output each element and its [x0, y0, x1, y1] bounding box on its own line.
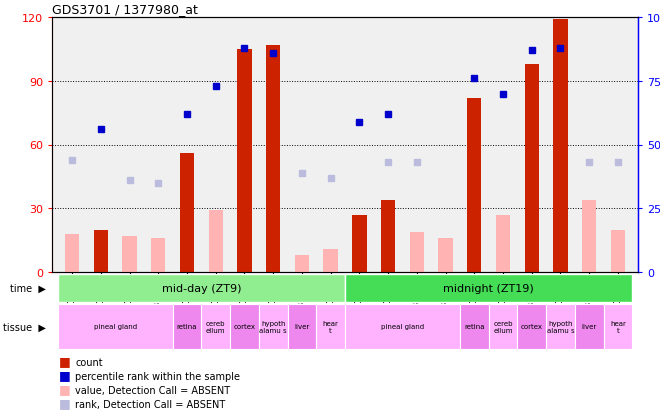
- Bar: [553, 20, 568, 272]
- Bar: [603, 304, 632, 349]
- Text: hear
t: hear t: [610, 320, 626, 333]
- Bar: [352, 215, 366, 272]
- Bar: [582, 200, 597, 272]
- Bar: [57, 304, 173, 349]
- Bar: [323, 249, 338, 272]
- Bar: [546, 304, 575, 349]
- Bar: [94, 230, 108, 272]
- Text: liver: liver: [581, 324, 597, 330]
- Text: hypoth
alamu s: hypoth alamu s: [259, 320, 287, 333]
- Text: liver: liver: [294, 324, 310, 330]
- Bar: [230, 304, 259, 349]
- Bar: [345, 274, 632, 302]
- Bar: [122, 236, 137, 272]
- Text: ■: ■: [59, 382, 71, 395]
- Bar: [410, 232, 424, 272]
- Text: percentile rank within the sample: percentile rank within the sample: [75, 371, 240, 381]
- Text: ■: ■: [59, 354, 71, 367]
- Bar: [496, 215, 510, 272]
- Bar: [259, 304, 288, 349]
- Text: count: count: [75, 357, 103, 367]
- Text: midnight (ZT19): midnight (ZT19): [444, 283, 534, 293]
- Text: retina: retina: [177, 324, 197, 330]
- Bar: [151, 238, 166, 272]
- Bar: [316, 304, 345, 349]
- Bar: [345, 304, 460, 349]
- Bar: [438, 238, 453, 272]
- Text: pineal gland: pineal gland: [381, 324, 424, 330]
- Text: hypoth
alamu s: hypoth alamu s: [546, 320, 574, 333]
- Bar: [209, 211, 223, 272]
- Text: GDS3701 / 1377980_at: GDS3701 / 1377980_at: [52, 3, 198, 16]
- Bar: [467, 99, 481, 272]
- Bar: [180, 154, 194, 272]
- Text: cortex: cortex: [521, 324, 543, 330]
- Bar: [610, 230, 625, 272]
- Text: ■: ■: [59, 368, 71, 381]
- Text: rank, Detection Call = ABSENT: rank, Detection Call = ABSENT: [75, 399, 225, 409]
- Bar: [288, 304, 316, 349]
- Bar: [517, 304, 546, 349]
- Text: value, Detection Call = ABSENT: value, Detection Call = ABSENT: [75, 385, 230, 395]
- Bar: [575, 304, 603, 349]
- Bar: [173, 304, 201, 349]
- Text: time  ▶: time ▶: [9, 283, 46, 293]
- Bar: [238, 50, 251, 272]
- Text: mid-day (ZT9): mid-day (ZT9): [162, 283, 241, 293]
- Text: tissue  ▶: tissue ▶: [3, 322, 46, 332]
- Bar: [488, 304, 517, 349]
- Bar: [65, 234, 79, 272]
- Text: cereb
ellum: cereb ellum: [493, 320, 513, 333]
- Bar: [381, 200, 395, 272]
- Text: pineal gland: pineal gland: [94, 324, 137, 330]
- Text: ■: ■: [59, 396, 71, 409]
- Bar: [201, 304, 230, 349]
- Bar: [460, 304, 488, 349]
- Text: cereb
ellum: cereb ellum: [206, 320, 226, 333]
- Bar: [295, 255, 309, 272]
- Text: retina: retina: [464, 324, 484, 330]
- Text: hear
t: hear t: [323, 320, 339, 333]
- Bar: [57, 274, 345, 302]
- Bar: [525, 64, 539, 272]
- Bar: [266, 45, 280, 272]
- Text: cortex: cortex: [234, 324, 255, 330]
